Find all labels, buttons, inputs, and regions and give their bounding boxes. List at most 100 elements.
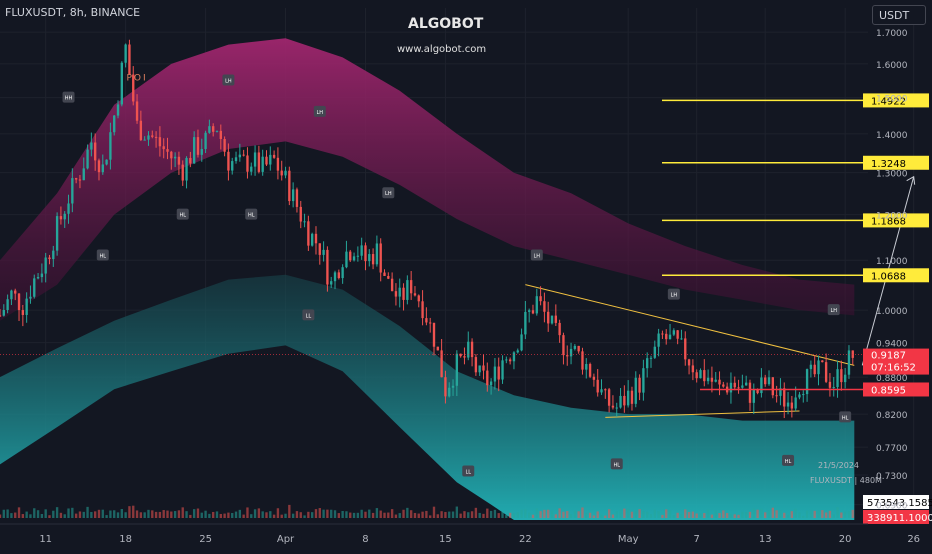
candle-body xyxy=(101,164,104,173)
structure-label: LH xyxy=(671,293,678,299)
countdown-label: 07:16:52 xyxy=(871,363,916,374)
volume-bar xyxy=(238,509,242,518)
candle-body xyxy=(767,377,771,385)
volume-bar xyxy=(657,511,660,518)
volume-bar xyxy=(691,511,695,518)
volume-bar xyxy=(322,509,325,518)
candle-body xyxy=(436,346,439,351)
candle-body xyxy=(638,377,641,393)
candle-body xyxy=(581,351,584,370)
volume-bar xyxy=(600,514,603,518)
volume-bar xyxy=(109,510,112,518)
candle-body xyxy=(204,132,207,150)
candle-body xyxy=(527,310,531,312)
target-level-label: 1.4922 xyxy=(871,96,906,107)
volume-bar xyxy=(257,508,261,518)
x-tick-label: 11 xyxy=(39,534,52,545)
x-tick-label: 25 xyxy=(199,534,212,545)
candle-body xyxy=(531,310,535,314)
volume-bar xyxy=(486,508,489,518)
x-tick-label: 8 xyxy=(362,534,368,545)
candle-body xyxy=(642,368,645,393)
watermark-symbol: FLUXUSDT | 480M xyxy=(810,476,882,485)
volume-bar xyxy=(74,513,78,518)
volume-bar xyxy=(337,513,341,518)
volume-bar xyxy=(212,511,215,518)
target-level-tag xyxy=(863,93,929,108)
candle-body xyxy=(851,350,854,358)
volume-bar xyxy=(851,509,854,518)
candle-body xyxy=(646,358,649,369)
candle-body xyxy=(619,395,622,408)
volume-bar xyxy=(843,511,847,518)
volume-bar xyxy=(684,509,687,518)
candle-body xyxy=(668,334,672,340)
structure-label: HL xyxy=(100,253,107,259)
volume-bar xyxy=(733,514,736,518)
candle-body xyxy=(299,206,302,222)
candle-body xyxy=(440,350,443,378)
volume-bar xyxy=(82,511,85,518)
target-level-label: 1.1868 xyxy=(871,216,906,227)
candle-body xyxy=(90,142,93,150)
candle-body xyxy=(455,353,459,386)
candle-body xyxy=(710,377,714,382)
volume-bar xyxy=(569,514,573,518)
structure-label-bg xyxy=(313,105,326,117)
volume-bar xyxy=(741,511,744,518)
volume-bar xyxy=(78,511,82,518)
volume-bar xyxy=(368,509,371,518)
candle-body xyxy=(497,366,500,380)
candle-body xyxy=(402,287,405,300)
candle-body xyxy=(421,301,424,319)
candle-body xyxy=(387,275,390,279)
candle-body xyxy=(794,397,797,409)
volume-bar xyxy=(524,509,527,518)
volume-bar xyxy=(402,509,405,518)
volume-bar xyxy=(124,512,127,518)
volume-bar xyxy=(200,512,203,518)
currency-button[interactable]: USDT xyxy=(872,5,926,25)
current-price-label: 0.9187 xyxy=(871,351,906,362)
structure-label: HL xyxy=(842,415,849,421)
volume-bar xyxy=(847,511,851,518)
x-tick-label: 18 xyxy=(119,534,132,545)
candle-body xyxy=(345,251,348,268)
candle-body xyxy=(303,221,306,223)
volume-bar xyxy=(748,511,752,518)
volume-bar xyxy=(817,510,820,518)
volume-bar xyxy=(695,513,698,518)
candle-body xyxy=(425,318,428,323)
y-tick-label: 1.5000 xyxy=(876,95,908,105)
candle-body xyxy=(196,137,200,155)
volume-bar xyxy=(86,506,89,518)
candle-body xyxy=(798,394,801,398)
candle-body xyxy=(562,335,565,356)
volume-bar xyxy=(550,510,554,518)
volume-bar xyxy=(52,510,55,518)
candle-body xyxy=(676,330,679,339)
volume-bar xyxy=(409,510,413,518)
structure-label-bg xyxy=(382,187,395,199)
volume-bar xyxy=(208,513,211,518)
volume-bar xyxy=(143,512,146,518)
candle-body xyxy=(771,377,775,396)
candle-body xyxy=(25,298,28,315)
volume-bar xyxy=(703,513,706,518)
candle-body xyxy=(463,356,466,358)
candle-body xyxy=(657,333,660,347)
candle-body xyxy=(291,189,295,202)
candle-body xyxy=(451,385,455,388)
candle-body xyxy=(554,315,558,323)
candle-body xyxy=(63,213,66,220)
candle-body xyxy=(558,322,561,336)
y-tick-label: 1.2000 xyxy=(876,212,908,222)
candle-body xyxy=(596,379,599,393)
candle-body xyxy=(162,146,165,150)
volume-bar xyxy=(242,514,245,518)
volume-bar xyxy=(67,508,70,518)
candle-body xyxy=(132,74,135,102)
volume-bar xyxy=(383,512,386,518)
volume-bar xyxy=(744,511,748,518)
